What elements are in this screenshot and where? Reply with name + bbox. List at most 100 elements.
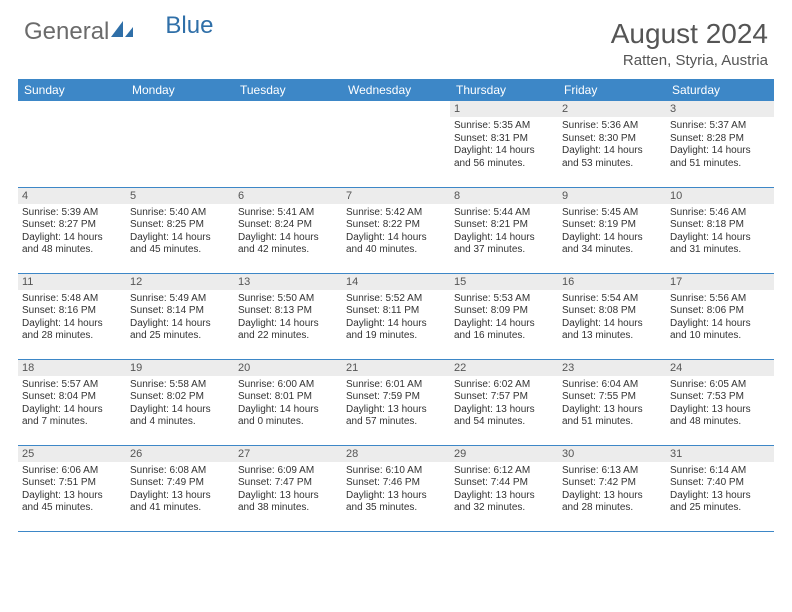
calendar-head: SundayMondayTuesdayWednesdayThursdayFrid…: [18, 79, 774, 101]
day-sunset: Sunset: 7:44 PM: [454, 477, 554, 490]
day-sunset: Sunset: 7:53 PM: [670, 391, 770, 404]
calendar-day-cell: 21Sunrise: 6:01 AMSunset: 7:59 PMDayligh…: [342, 359, 450, 445]
day-sunrise: Sunrise: 5:52 AM: [346, 293, 446, 306]
day-sunset: Sunset: 8:25 PM: [130, 219, 230, 232]
day-sunrise: Sunrise: 5:40 AM: [130, 207, 230, 220]
day-daylight1: Daylight: 14 hours: [562, 232, 662, 245]
day-sunrise: Sunrise: 5:44 AM: [454, 207, 554, 220]
day-daylight2: and 28 minutes.: [22, 330, 122, 343]
calendar-day-cell: [342, 101, 450, 187]
day-daylight2: and 25 minutes.: [130, 330, 230, 343]
weekday-header: Monday: [126, 79, 234, 101]
day-sunrise: Sunrise: 5:48 AM: [22, 293, 122, 306]
calendar-day-cell: 2Sunrise: 5:36 AMSunset: 8:30 PMDaylight…: [558, 101, 666, 187]
day-number: 21: [342, 360, 450, 376]
day-daylight1: Daylight: 13 hours: [670, 404, 770, 417]
weekday-header: Saturday: [666, 79, 774, 101]
day-sunset: Sunset: 8:30 PM: [562, 133, 662, 146]
day-content: Sunrise: 6:04 AMSunset: 7:55 PMDaylight:…: [558, 376, 666, 433]
calendar-day-cell: 5Sunrise: 5:40 AMSunset: 8:25 PMDaylight…: [126, 187, 234, 273]
day-sunset: Sunset: 8:04 PM: [22, 391, 122, 404]
day-number: 2: [558, 101, 666, 117]
day-number: 9: [558, 188, 666, 204]
day-daylight2: and 51 minutes.: [562, 416, 662, 429]
day-content: Sunrise: 6:14 AMSunset: 7:40 PMDaylight:…: [666, 462, 774, 519]
calendar-table: SundayMondayTuesdayWednesdayThursdayFrid…: [18, 79, 774, 532]
calendar-day-cell: 20Sunrise: 6:00 AMSunset: 8:01 PMDayligh…: [234, 359, 342, 445]
day-content: Sunrise: 6:10 AMSunset: 7:46 PMDaylight:…: [342, 462, 450, 519]
day-daylight1: Daylight: 13 hours: [22, 490, 122, 503]
day-sunset: Sunset: 8:11 PM: [346, 305, 446, 318]
calendar-day-cell: 1Sunrise: 5:35 AMSunset: 8:31 PMDaylight…: [450, 101, 558, 187]
day-content: Sunrise: 5:41 AMSunset: 8:24 PMDaylight:…: [234, 204, 342, 261]
calendar-day-cell: 11Sunrise: 5:48 AMSunset: 8:16 PMDayligh…: [18, 273, 126, 359]
calendar-body: 1Sunrise: 5:35 AMSunset: 8:31 PMDaylight…: [18, 101, 774, 531]
day-number: 10: [666, 188, 774, 204]
day-sunrise: Sunrise: 5:39 AM: [22, 207, 122, 220]
day-sunrise: Sunrise: 5:41 AM: [238, 207, 338, 220]
day-sunset: Sunset: 8:08 PM: [562, 305, 662, 318]
day-content: Sunrise: 6:05 AMSunset: 7:53 PMDaylight:…: [666, 376, 774, 433]
calendar-day-cell: 15Sunrise: 5:53 AMSunset: 8:09 PMDayligh…: [450, 273, 558, 359]
calendar-day-cell: 4Sunrise: 5:39 AMSunset: 8:27 PMDaylight…: [18, 187, 126, 273]
day-sunrise: Sunrise: 5:50 AM: [238, 293, 338, 306]
day-sunrise: Sunrise: 5:57 AM: [22, 379, 122, 392]
day-number: 4: [18, 188, 126, 204]
day-content: Sunrise: 5:49 AMSunset: 8:14 PMDaylight:…: [126, 290, 234, 347]
day-number: 22: [450, 360, 558, 376]
day-sunset: Sunset: 7:55 PM: [562, 391, 662, 404]
day-sunset: Sunset: 8:13 PM: [238, 305, 338, 318]
day-daylight1: Daylight: 13 hours: [454, 490, 554, 503]
day-sunrise: Sunrise: 6:02 AM: [454, 379, 554, 392]
calendar-day-cell: [18, 101, 126, 187]
day-daylight1: Daylight: 14 hours: [22, 318, 122, 331]
header: General Blue August 2024 Ratten, Styria,…: [0, 0, 792, 75]
calendar-day-cell: 29Sunrise: 6:12 AMSunset: 7:44 PMDayligh…: [450, 445, 558, 531]
day-daylight2: and 34 minutes.: [562, 244, 662, 257]
day-number: 17: [666, 274, 774, 290]
day-sunset: Sunset: 7:40 PM: [670, 477, 770, 490]
day-sunrise: Sunrise: 6:09 AM: [238, 465, 338, 478]
day-daylight2: and 35 minutes.: [346, 502, 446, 515]
calendar-day-cell: 26Sunrise: 6:08 AMSunset: 7:49 PMDayligh…: [126, 445, 234, 531]
calendar-day-cell: 10Sunrise: 5:46 AMSunset: 8:18 PMDayligh…: [666, 187, 774, 273]
day-content: Sunrise: 5:42 AMSunset: 8:22 PMDaylight:…: [342, 204, 450, 261]
calendar-day-cell: 6Sunrise: 5:41 AMSunset: 8:24 PMDaylight…: [234, 187, 342, 273]
day-daylight2: and 19 minutes.: [346, 330, 446, 343]
weekday-header: Tuesday: [234, 79, 342, 101]
weekday-header: Sunday: [18, 79, 126, 101]
day-number: 14: [342, 274, 450, 290]
weekday-header: Friday: [558, 79, 666, 101]
day-sunrise: Sunrise: 6:06 AM: [22, 465, 122, 478]
day-daylight1: Daylight: 14 hours: [454, 232, 554, 245]
day-daylight1: Daylight: 14 hours: [238, 404, 338, 417]
day-sunset: Sunset: 7:47 PM: [238, 477, 338, 490]
day-sunrise: Sunrise: 5:53 AM: [454, 293, 554, 306]
day-content: Sunrise: 5:39 AMSunset: 8:27 PMDaylight:…: [18, 204, 126, 261]
day-sunrise: Sunrise: 5:45 AM: [562, 207, 662, 220]
calendar-day-cell: 28Sunrise: 6:10 AMSunset: 7:46 PMDayligh…: [342, 445, 450, 531]
day-daylight2: and 57 minutes.: [346, 416, 446, 429]
day-daylight1: Daylight: 14 hours: [238, 232, 338, 245]
day-content: Sunrise: 6:08 AMSunset: 7:49 PMDaylight:…: [126, 462, 234, 519]
day-daylight1: Daylight: 14 hours: [454, 145, 554, 158]
day-daylight1: Daylight: 13 hours: [130, 490, 230, 503]
day-daylight1: Daylight: 14 hours: [22, 404, 122, 417]
day-daylight1: Daylight: 14 hours: [454, 318, 554, 331]
weekday-row: SundayMondayTuesdayWednesdayThursdayFrid…: [18, 79, 774, 101]
day-daylight2: and 25 minutes.: [670, 502, 770, 515]
day-daylight1: Daylight: 14 hours: [130, 232, 230, 245]
day-sunrise: Sunrise: 5:37 AM: [670, 120, 770, 133]
day-sunset: Sunset: 7:42 PM: [562, 477, 662, 490]
day-content: Sunrise: 5:53 AMSunset: 8:09 PMDaylight:…: [450, 290, 558, 347]
logo: General Blue: [24, 18, 213, 46]
day-content: Sunrise: 6:00 AMSunset: 8:01 PMDaylight:…: [234, 376, 342, 433]
day-sunrise: Sunrise: 6:12 AM: [454, 465, 554, 478]
day-daylight2: and 32 minutes.: [454, 502, 554, 515]
day-daylight1: Daylight: 14 hours: [670, 145, 770, 158]
day-number: 23: [558, 360, 666, 376]
day-daylight2: and 56 minutes.: [454, 158, 554, 171]
day-sunrise: Sunrise: 6:05 AM: [670, 379, 770, 392]
day-daylight2: and 10 minutes.: [670, 330, 770, 343]
day-number: 15: [450, 274, 558, 290]
